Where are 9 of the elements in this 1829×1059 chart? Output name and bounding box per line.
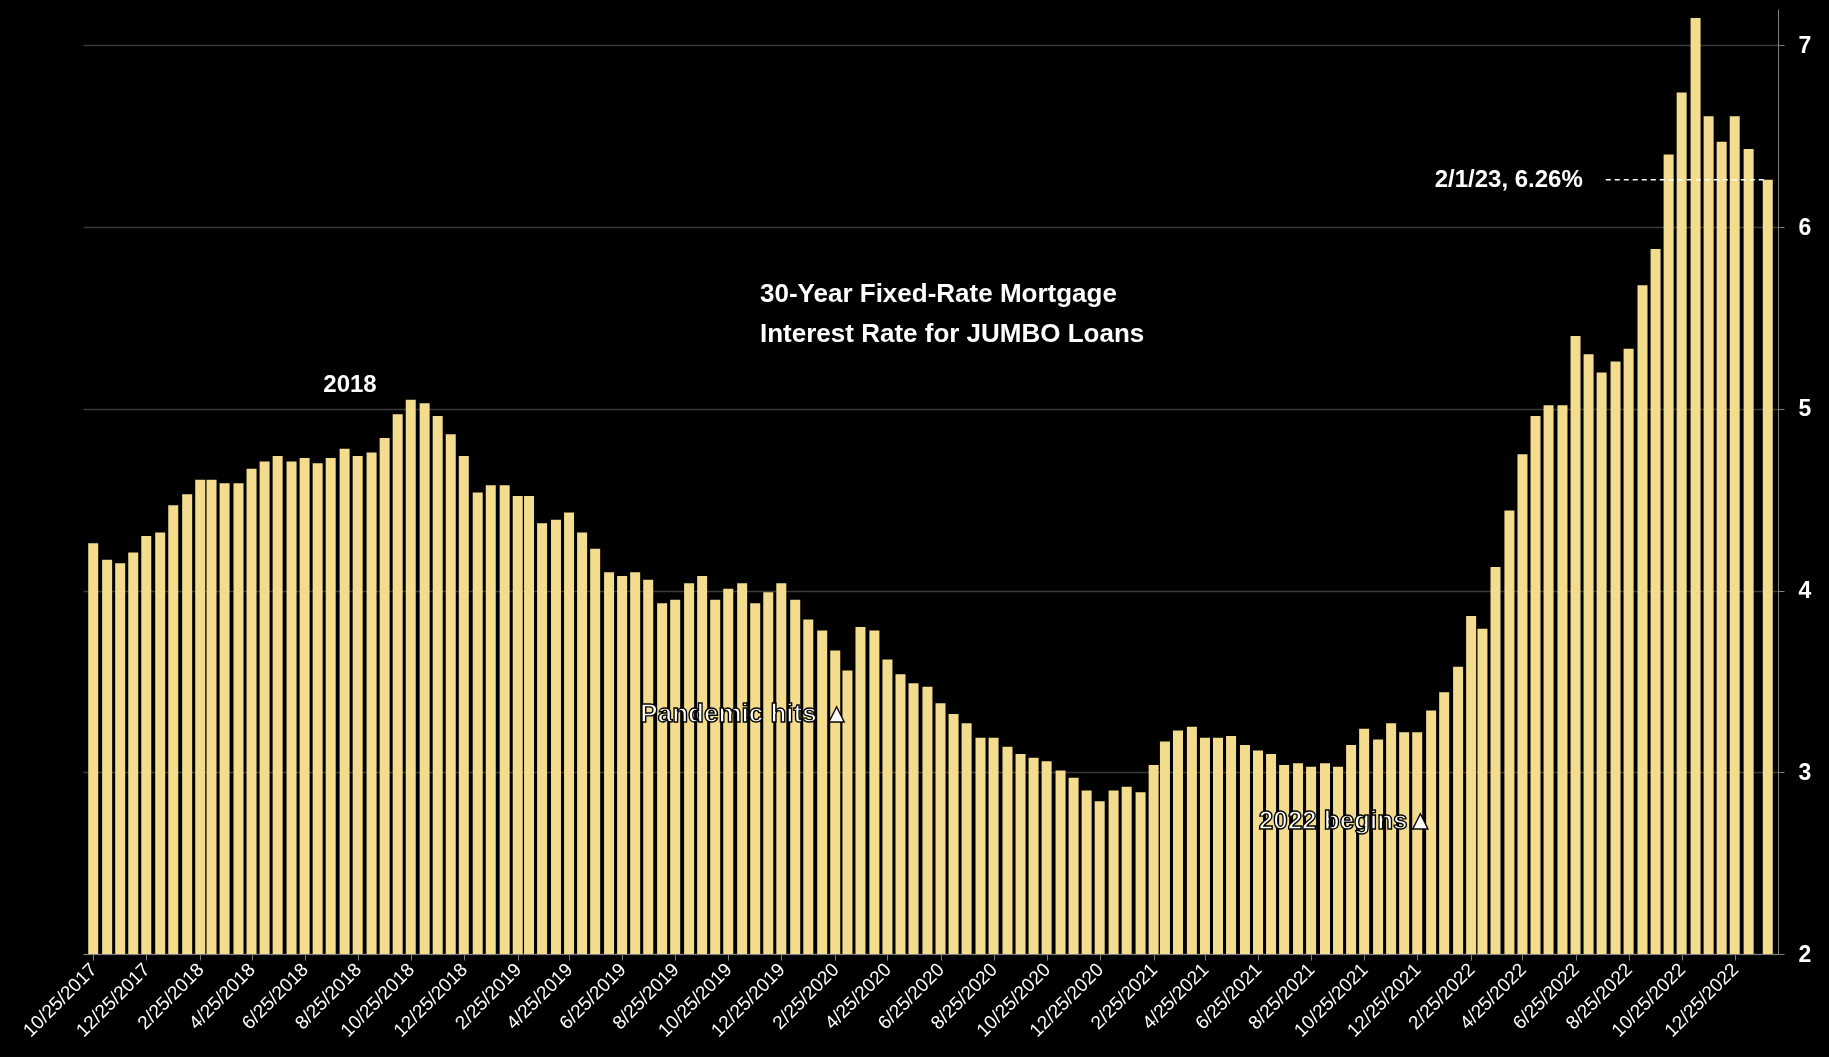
annotation: 2018 bbox=[323, 370, 377, 397]
y-tick-label: 4 bbox=[1798, 577, 1812, 604]
text: 30-Year Fixed-Rate Mortgage Interest Rate for JUMBO Loans bbox=[760, 278, 1145, 348]
y-tick-label: 7 bbox=[1798, 31, 1812, 58]
y-tick-label: 3 bbox=[1798, 758, 1812, 785]
annotation: 2/1/23, 6.26% bbox=[1434, 164, 1583, 192]
y-tick-label: 6 bbox=[1798, 213, 1812, 240]
y-tick-label: 2 bbox=[1798, 940, 1812, 967]
y-tick-label: 5 bbox=[1798, 395, 1812, 422]
